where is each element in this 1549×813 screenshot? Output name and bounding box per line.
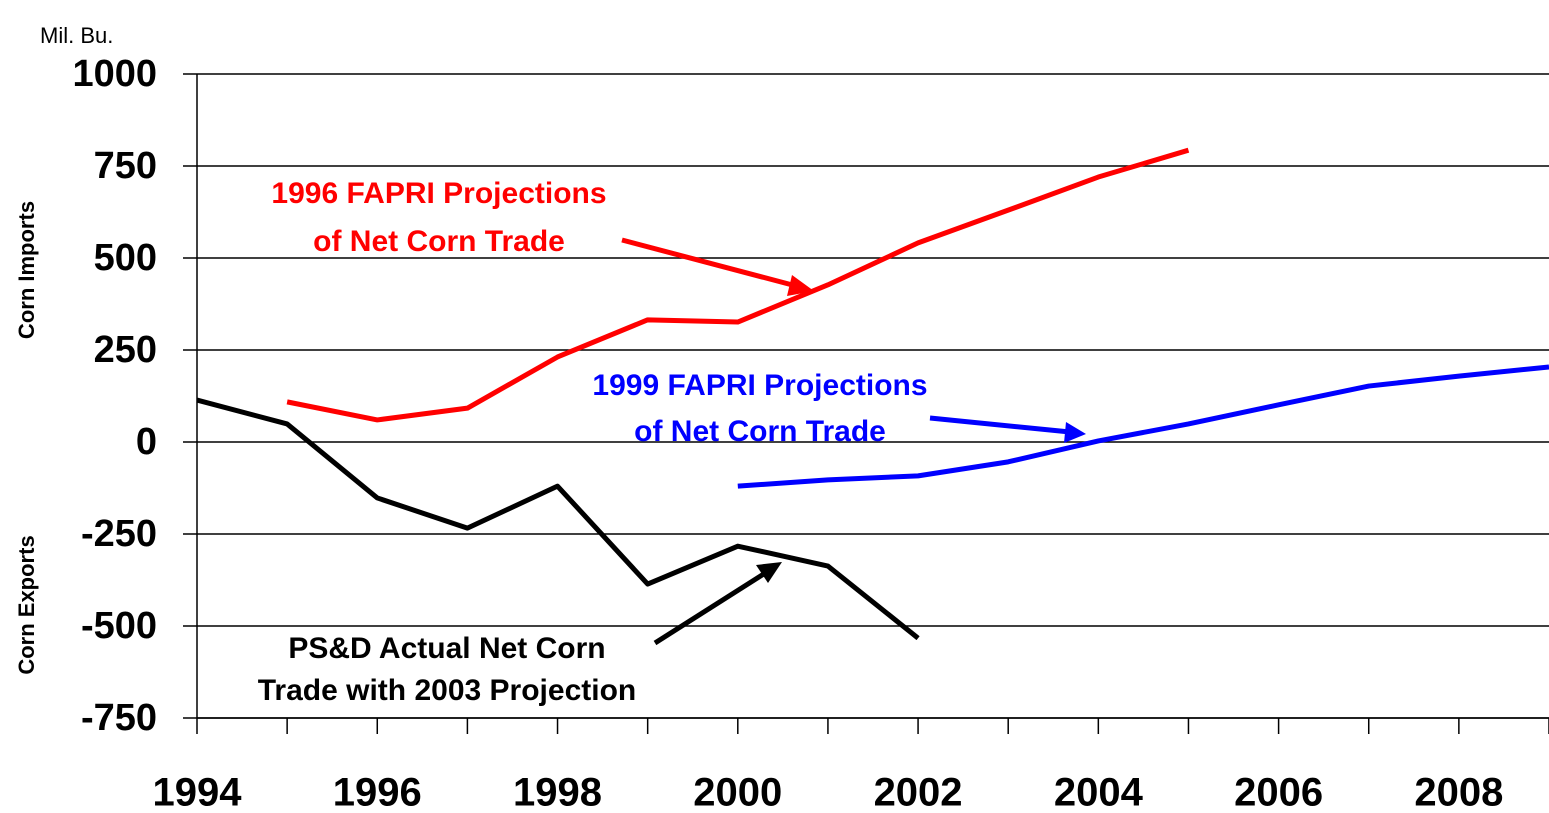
arrows: [621, 237, 1086, 646]
annotation: of Net Corn Trade: [634, 415, 886, 448]
x-tick-label: 2006: [1234, 771, 1323, 813]
arrow-head: [787, 275, 814, 296]
unit-label: Mil. Bu.: [40, 23, 113, 48]
arrow: [653, 567, 772, 646]
y-tick-label: 500: [94, 237, 157, 279]
annotation: of Net Corn Trade: [313, 225, 565, 258]
y-tick-label: -750: [81, 697, 157, 739]
y-tick-label: 250: [94, 329, 157, 371]
y-axis-title: Corn Exports: [14, 535, 39, 674]
annotation: 1996 FAPRI Projections: [271, 177, 606, 210]
annotation: PS&D Actual Net Corn: [288, 632, 605, 665]
data-line: [737, 364, 1549, 489]
annotation: Trade with 2003 Projection: [258, 674, 636, 707]
x-tick-label: 2000: [693, 771, 782, 813]
plot: [183, 73, 1549, 734]
data-line: [286, 147, 1190, 423]
y-tick-label: 750: [94, 145, 157, 187]
y-tick-label: -250: [81, 513, 157, 555]
y-axis-title: Corn Imports: [14, 201, 39, 339]
data-line: [196, 397, 920, 641]
arrow: [929, 415, 1071, 435]
x-tick-label: 2004: [1054, 771, 1144, 813]
arrow-head: [1064, 422, 1086, 443]
annotation: 1999 FAPRI Projections: [592, 369, 927, 402]
x-tick-label: 2002: [874, 771, 963, 813]
y-tick-label: 0: [136, 421, 157, 463]
x-tick-label: 2008: [1414, 771, 1503, 813]
x-tick-label: 1994: [153, 771, 243, 813]
arrow-head: [756, 562, 782, 583]
x-tick-label: 1996: [333, 771, 422, 813]
y-tick-label: 1000: [72, 53, 157, 95]
y-tick-label: -500: [81, 605, 157, 647]
arrow: [621, 237, 801, 290]
x-tick-label: 1998: [513, 771, 602, 813]
